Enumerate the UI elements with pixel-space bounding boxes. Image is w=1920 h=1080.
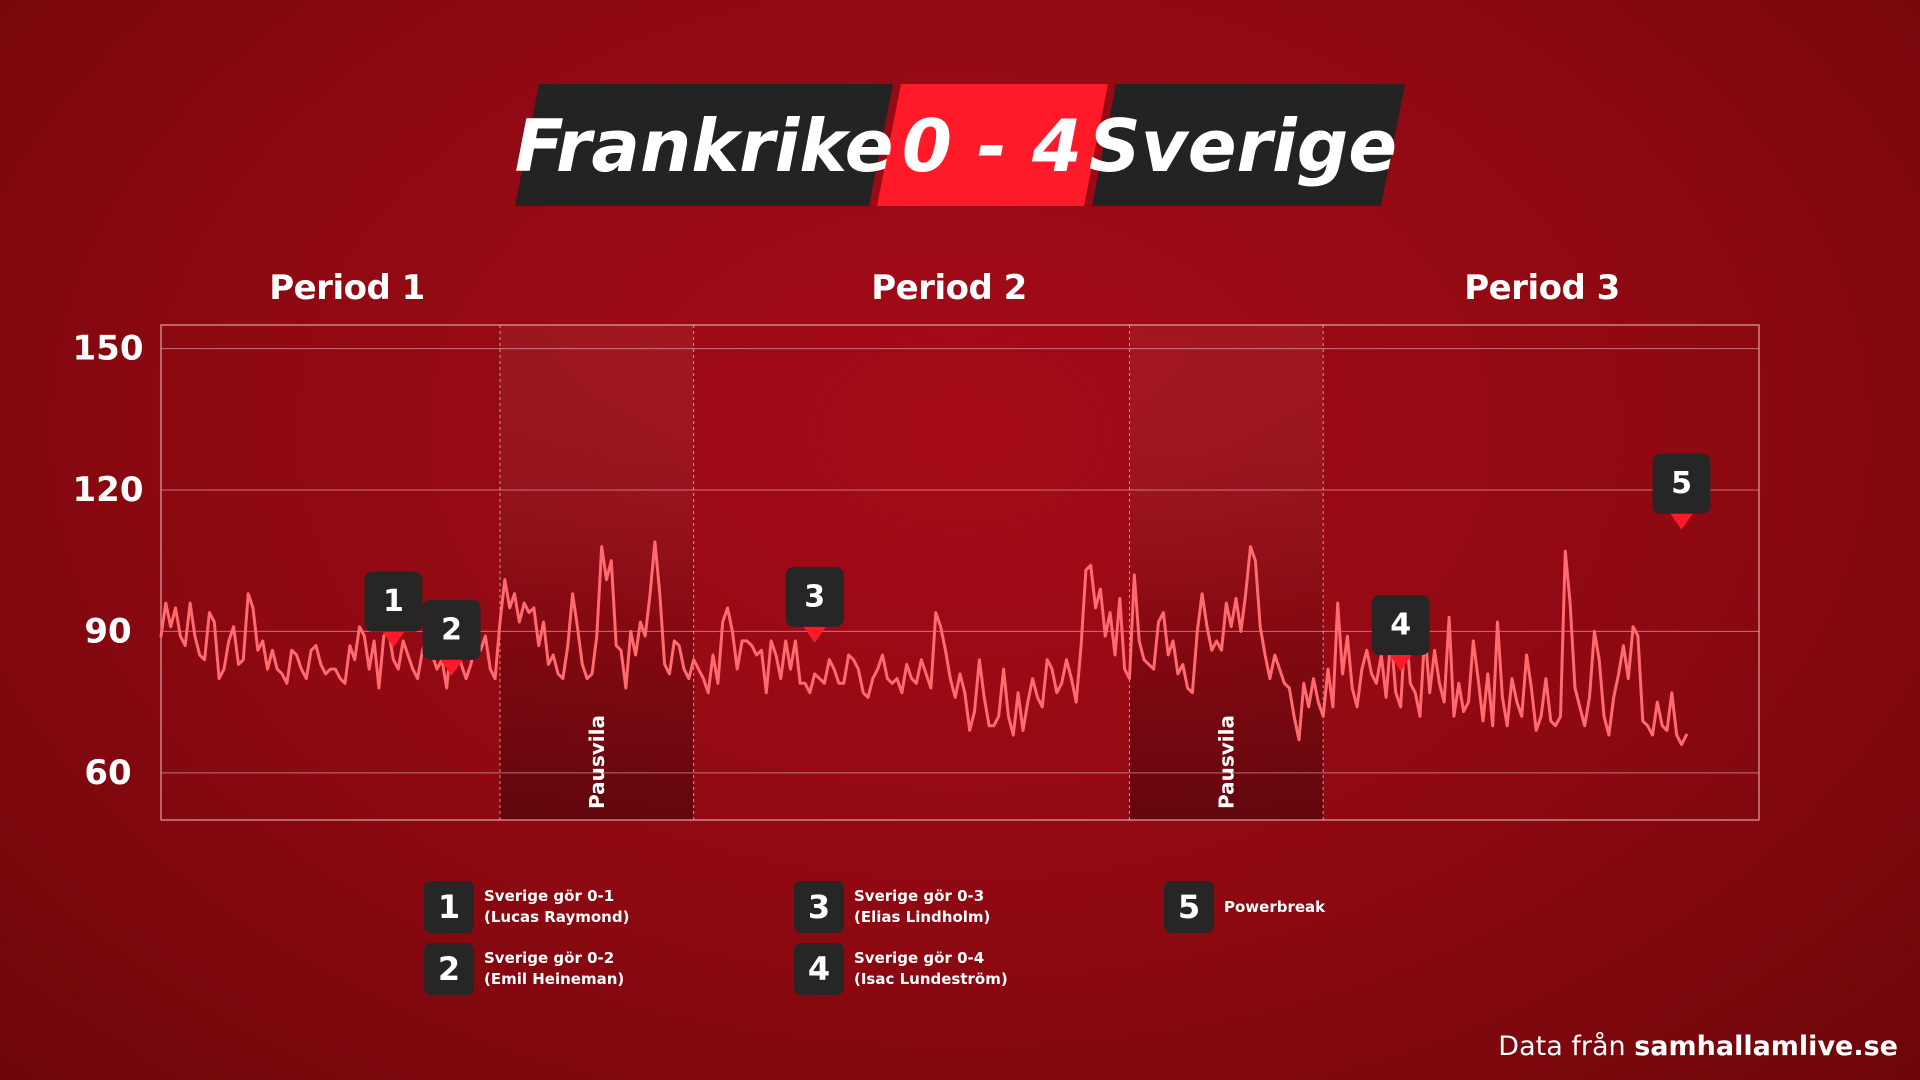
home-team-name: Frankrike bbox=[515, 104, 893, 188]
source-prefix: Data från bbox=[1498, 1031, 1626, 1062]
event-marker-1: 1 bbox=[364, 571, 423, 648]
event-marker-2: 2 bbox=[422, 599, 481, 676]
legend-item-2: 2 Sverige gör 0-2 (Emil Heineman) bbox=[424, 943, 624, 995]
event-marker-label-5: 5 bbox=[1671, 466, 1692, 501]
event-marker-pointer-4 bbox=[1389, 655, 1412, 672]
period-2-label: Period 2 bbox=[871, 268, 1027, 308]
legend-text-2a: Sverige gör 0-2 bbox=[484, 949, 615, 967]
legend-text-2b: (Emil Heineman) bbox=[484, 970, 625, 988]
away-team-panel bbox=[1092, 84, 1405, 206]
home-team-panel bbox=[515, 84, 893, 206]
legend-badge-1: 1 bbox=[424, 881, 474, 933]
legend-item-5: 5 Powerbreak bbox=[1164, 881, 1325, 933]
period-1-label: Period 1 bbox=[269, 268, 425, 308]
event-marker-label-3: 3 bbox=[804, 579, 825, 614]
event-marker-pointer-3 bbox=[803, 626, 826, 643]
event-marker-pointer-1 bbox=[382, 631, 405, 648]
score: 0 - 4 bbox=[902, 104, 1082, 188]
pause-label-2: Pausvila bbox=[1214, 715, 1238, 809]
event-marker-label-2: 2 bbox=[441, 612, 462, 647]
event-marker-3: 3 bbox=[785, 566, 844, 643]
event-marker-pointer-5 bbox=[1670, 513, 1693, 530]
data-source: Data från samhallamlive.se bbox=[1498, 1031, 1898, 1062]
legend-badge-3: 3 bbox=[794, 881, 844, 933]
heart-rate-line bbox=[159, 540, 1688, 747]
pause-region-1 bbox=[499, 325, 694, 820]
score-panel bbox=[877, 84, 1108, 206]
source-link[interactable]: samhallamlive.se bbox=[1634, 1031, 1898, 1062]
pause-region-2 bbox=[1129, 325, 1324, 820]
y-tick-label-150: 150 bbox=[73, 329, 144, 369]
event-marker-box-5 bbox=[1652, 453, 1711, 514]
pause-label-1: Pausvila bbox=[585, 715, 609, 809]
event-marker-5: 5 bbox=[1652, 453, 1711, 530]
legend-badge-2: 2 bbox=[424, 943, 474, 995]
event-marker-box-1 bbox=[364, 571, 423, 632]
y-tick-label-120: 120 bbox=[73, 470, 144, 510]
legend-text-3a: Sverige gör 0-3 bbox=[854, 887, 985, 905]
away-team-name: Sverige bbox=[1089, 104, 1397, 188]
event-marker-4: 4 bbox=[1371, 595, 1430, 672]
legend-item-4: 4 Sverige gör 0-4 (Isac Lundeström) bbox=[794, 943, 1008, 995]
event-marker-pointer-2 bbox=[440, 659, 463, 676]
y-tick-label-90: 90 bbox=[84, 611, 131, 651]
legend-text-1b: (Lucas Raymond) bbox=[484, 908, 630, 926]
scoreboard: Frankrike 0 - 4 Sverige bbox=[515, 84, 1405, 206]
legend-text-4a: Sverige gör 0-4 bbox=[854, 949, 985, 967]
y-tick-label-60: 60 bbox=[84, 753, 131, 793]
legend-text-3b: (Elias Lindholm) bbox=[854, 908, 991, 926]
event-marker-box-4 bbox=[1371, 595, 1430, 656]
event-marker-label-4: 4 bbox=[1390, 608, 1411, 643]
period-3-label: Period 3 bbox=[1464, 268, 1620, 308]
plot-frame bbox=[160, 324, 1760, 821]
legend-item-1: 1 Sverige gör 0-1 (Lucas Raymond) bbox=[424, 881, 629, 933]
legend-text-5a: Powerbreak bbox=[1224, 897, 1326, 916]
event-marker-label-1: 1 bbox=[383, 584, 404, 619]
event-marker-box-2 bbox=[422, 599, 481, 660]
legend-badge-4: 4 bbox=[794, 943, 844, 995]
legend-item-3: 3 Sverige gör 0-3 (Elias Lindholm) bbox=[794, 881, 990, 933]
legend-text-1a: Sverige gör 0-1 bbox=[484, 887, 615, 905]
legend-badge-5: 5 bbox=[1164, 881, 1214, 933]
legend-text-4b: (Isac Lundeström) bbox=[854, 970, 1008, 988]
event-marker-box-3 bbox=[785, 566, 844, 627]
